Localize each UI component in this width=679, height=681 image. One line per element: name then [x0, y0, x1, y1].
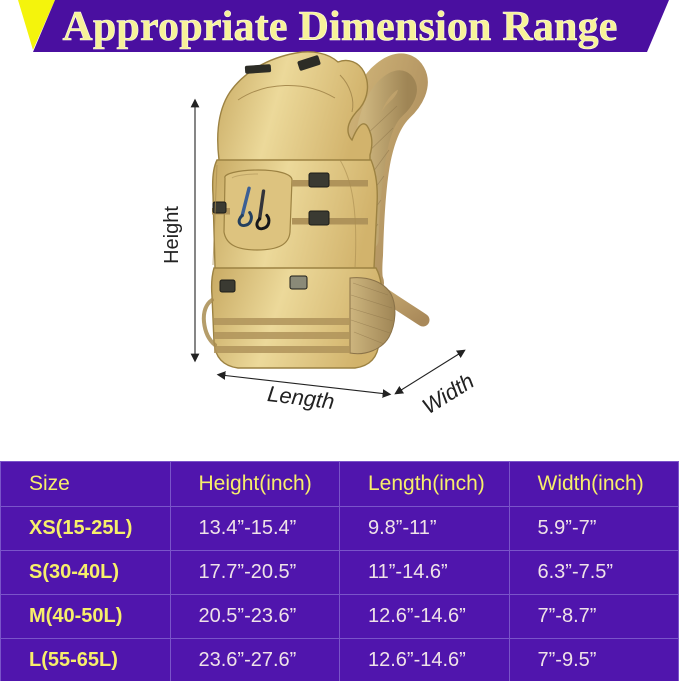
svg-text:Height: Height: [161, 206, 183, 264]
svg-text:Length: Length: [266, 381, 336, 414]
svg-text:Width: Width: [418, 368, 479, 419]
